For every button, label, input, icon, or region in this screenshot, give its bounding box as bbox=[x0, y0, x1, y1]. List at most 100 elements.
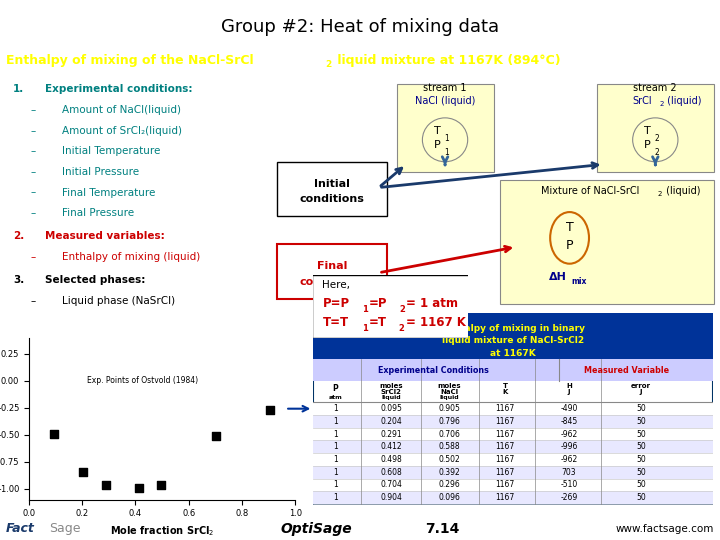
Text: K: K bbox=[503, 389, 508, 395]
Point bbox=[156, 480, 167, 489]
Text: Exp. Points of Ostvold (1984): Exp. Points of Ostvold (1984) bbox=[87, 376, 199, 385]
Text: 1167: 1167 bbox=[495, 455, 515, 464]
Text: T: T bbox=[566, 221, 573, 234]
Text: Enthalpy of mixing (liquid): Enthalpy of mixing (liquid) bbox=[62, 252, 200, 262]
FancyBboxPatch shape bbox=[313, 415, 713, 428]
Text: mix: mix bbox=[571, 277, 587, 286]
Text: Experimental conditions:: Experimental conditions: bbox=[45, 84, 192, 94]
Text: 0.096: 0.096 bbox=[438, 493, 460, 502]
Text: 1167: 1167 bbox=[495, 430, 515, 438]
Text: 0.608: 0.608 bbox=[380, 468, 402, 477]
Text: Fact: Fact bbox=[6, 522, 35, 535]
Text: www.factsage.com: www.factsage.com bbox=[616, 524, 714, 534]
Text: conditions: conditions bbox=[300, 194, 364, 204]
Text: Final: Final bbox=[317, 261, 347, 271]
Text: Sage: Sage bbox=[49, 522, 81, 535]
FancyBboxPatch shape bbox=[313, 491, 713, 504]
Text: Enthalpy of mixing in binary: Enthalpy of mixing in binary bbox=[441, 324, 585, 333]
Text: = 1 atm: = 1 atm bbox=[406, 298, 458, 310]
Text: Amount of NaCl(liquid): Amount of NaCl(liquid) bbox=[62, 105, 181, 115]
Text: -269: -269 bbox=[560, 493, 577, 502]
Point bbox=[185, 300, 197, 309]
Text: P: P bbox=[566, 239, 573, 252]
Text: NaCl (liquid): NaCl (liquid) bbox=[415, 96, 475, 106]
Text: Mixture of NaCl-SrCl: Mixture of NaCl-SrCl bbox=[541, 186, 640, 196]
Text: 1.: 1. bbox=[13, 84, 24, 94]
Text: 1: 1 bbox=[333, 404, 338, 413]
Text: 1167: 1167 bbox=[495, 493, 515, 502]
Text: 2: 2 bbox=[660, 101, 664, 107]
Text: 0.704: 0.704 bbox=[380, 481, 402, 489]
Text: 2: 2 bbox=[658, 191, 662, 197]
FancyBboxPatch shape bbox=[313, 313, 713, 505]
Text: = 1167 K: = 1167 K bbox=[406, 316, 466, 329]
Text: 0.904: 0.904 bbox=[380, 493, 402, 502]
Text: 1167: 1167 bbox=[495, 481, 515, 489]
Text: 50: 50 bbox=[636, 417, 646, 426]
Text: 50: 50 bbox=[636, 442, 646, 451]
Point bbox=[132, 484, 144, 492]
Text: T: T bbox=[644, 126, 651, 136]
Text: ΔH: ΔH bbox=[549, 272, 567, 281]
Text: 50: 50 bbox=[636, 481, 646, 489]
Text: 1167: 1167 bbox=[495, 442, 515, 451]
Text: 0.291: 0.291 bbox=[380, 430, 402, 438]
Text: 1: 1 bbox=[333, 468, 338, 477]
Text: T: T bbox=[503, 383, 508, 389]
Text: 0.498: 0.498 bbox=[380, 455, 402, 464]
Text: P=P: P=P bbox=[323, 298, 350, 310]
Text: 1: 1 bbox=[444, 134, 449, 143]
Ellipse shape bbox=[423, 118, 468, 162]
Text: NaCl: NaCl bbox=[440, 389, 458, 395]
Text: Liquid phase (NaSrCl): Liquid phase (NaSrCl) bbox=[62, 296, 175, 306]
Text: 2: 2 bbox=[399, 323, 405, 333]
Text: 1: 1 bbox=[333, 417, 338, 426]
Text: –: – bbox=[30, 146, 35, 156]
Text: Here,: Here, bbox=[323, 280, 351, 291]
Text: 0.502: 0.502 bbox=[438, 455, 460, 464]
Text: at 1167K: at 1167K bbox=[490, 349, 536, 358]
FancyBboxPatch shape bbox=[312, 275, 469, 338]
Text: Amount of SrCl₂(liquid): Amount of SrCl₂(liquid) bbox=[62, 126, 182, 136]
Text: stream 2: stream 2 bbox=[634, 83, 677, 93]
Text: P: P bbox=[433, 140, 441, 150]
FancyBboxPatch shape bbox=[276, 162, 387, 216]
FancyBboxPatch shape bbox=[313, 478, 713, 491]
Point bbox=[210, 431, 222, 440]
Text: –: – bbox=[30, 296, 35, 306]
Text: moles: moles bbox=[437, 383, 461, 389]
Text: Initial Pressure: Initial Pressure bbox=[62, 167, 139, 177]
Text: 50: 50 bbox=[636, 493, 646, 502]
Text: 7.14: 7.14 bbox=[426, 522, 460, 536]
Text: -510: -510 bbox=[560, 481, 577, 489]
Text: -996: -996 bbox=[560, 442, 577, 451]
Point bbox=[101, 480, 112, 489]
Text: 1167: 1167 bbox=[495, 468, 515, 477]
Text: J: J bbox=[567, 389, 570, 395]
FancyBboxPatch shape bbox=[313, 313, 713, 359]
Text: 1167: 1167 bbox=[495, 417, 515, 426]
FancyBboxPatch shape bbox=[313, 359, 713, 381]
Text: P: P bbox=[644, 140, 651, 150]
FancyBboxPatch shape bbox=[597, 84, 714, 172]
Text: Measured Variable: Measured Variable bbox=[585, 366, 670, 375]
Text: 0.706: 0.706 bbox=[438, 430, 460, 438]
Text: Final Pressure: Final Pressure bbox=[62, 208, 134, 218]
Text: 1: 1 bbox=[333, 442, 338, 451]
Text: 2: 2 bbox=[325, 60, 332, 69]
Text: Selected phases:: Selected phases: bbox=[45, 275, 145, 285]
FancyBboxPatch shape bbox=[397, 84, 494, 172]
FancyBboxPatch shape bbox=[313, 453, 713, 466]
Text: –: – bbox=[30, 167, 35, 177]
Text: 1: 1 bbox=[333, 493, 338, 502]
Text: =P: =P bbox=[369, 298, 387, 310]
Point bbox=[77, 468, 89, 476]
Text: liquid: liquid bbox=[439, 395, 459, 401]
Text: (liquid): (liquid) bbox=[663, 186, 701, 196]
Text: Initial: Initial bbox=[314, 179, 350, 188]
Text: -490: -490 bbox=[560, 404, 577, 413]
Text: Enthalpy of mixing of the NaCl-SrCl: Enthalpy of mixing of the NaCl-SrCl bbox=[6, 53, 253, 66]
Text: (liquid): (liquid) bbox=[665, 96, 702, 106]
Ellipse shape bbox=[633, 118, 678, 162]
Text: 1167: 1167 bbox=[495, 404, 515, 413]
